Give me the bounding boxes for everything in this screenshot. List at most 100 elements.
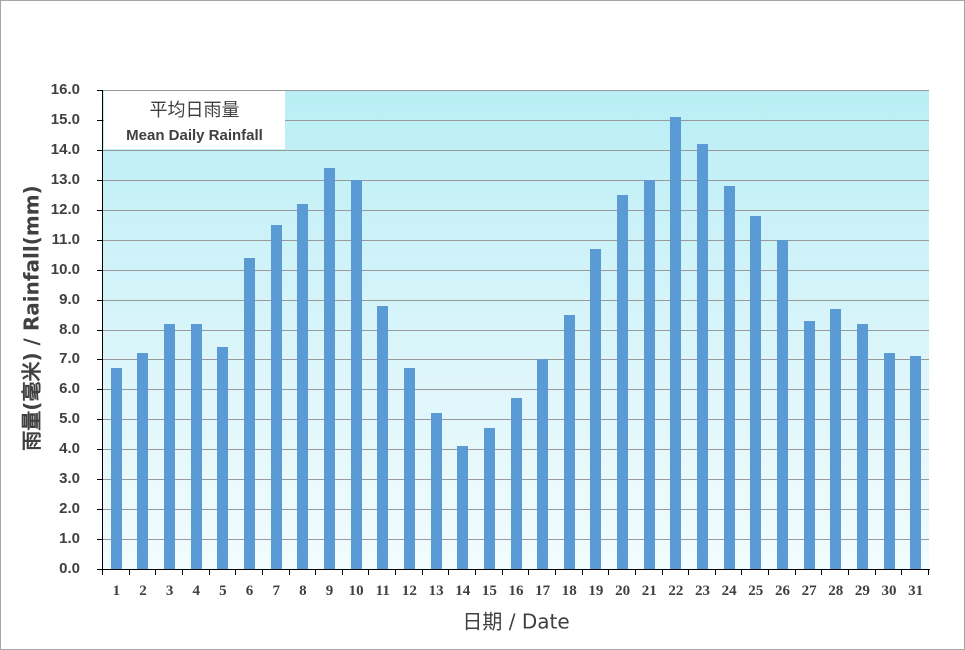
plot-area <box>103 90 929 569</box>
x-tick-label: 8 <box>299 583 307 599</box>
y-tick-label: 1.0 <box>59 530 80 548</box>
legend-title-zh: 平均日雨量 <box>149 100 240 121</box>
y-tick-label: 3.0 <box>59 470 80 488</box>
x-tick-label: 29 <box>854 583 870 599</box>
x-tick-label: 24 <box>721 583 737 599</box>
x-tick-label: 7 <box>272 583 280 599</box>
y-axis-title: 雨量(毫米) / Rainfall(mm) <box>19 185 44 451</box>
y-tick <box>97 359 102 361</box>
y-tick-label: 6.0 <box>59 380 80 398</box>
gridline <box>103 299 929 301</box>
y-tick <box>97 239 102 241</box>
legend: 平均日雨量 Mean Daily Rainfall <box>104 91 285 149</box>
bar-day-24 <box>723 185 735 569</box>
x-tick <box>768 569 770 575</box>
y-tick-label: 9.0 <box>59 290 80 308</box>
y-axis-line <box>102 90 103 570</box>
x-tick <box>554 569 556 575</box>
bar-day-1 <box>110 368 122 569</box>
x-tick-label: 31 <box>908 583 924 599</box>
bar-day-13 <box>430 413 442 569</box>
gridline <box>103 209 929 211</box>
x-tick <box>128 569 130 575</box>
x-tick <box>181 569 183 575</box>
x-tick-label: 23 <box>695 583 711 599</box>
y-tick-label: 5.0 <box>59 410 80 428</box>
x-tick <box>741 569 743 575</box>
bar-day-29 <box>856 323 868 569</box>
x-tick-label: 2 <box>139 583 147 599</box>
x-tick <box>102 569 103 575</box>
gridline <box>103 269 929 271</box>
x-tick <box>714 569 716 575</box>
x-tick-label: 27 <box>801 583 817 599</box>
y-tick <box>97 119 102 121</box>
x-tick-label: 10 <box>348 583 364 599</box>
gridline <box>103 239 929 241</box>
x-tick <box>661 569 663 575</box>
y-tick-label: 2.0 <box>59 500 80 518</box>
x-tick-label: 9 <box>325 583 334 599</box>
bar-day-8 <box>297 203 309 569</box>
x-tick <box>341 569 343 575</box>
bar-day-21 <box>643 179 655 569</box>
x-tick-label: 30 <box>881 583 897 599</box>
bar-day-18 <box>563 314 575 569</box>
x-tick <box>261 569 263 575</box>
bar-day-30 <box>883 353 895 569</box>
x-tick-label: 16 <box>508 583 524 599</box>
bar-day-15 <box>483 428 495 569</box>
x-tick-label: 11 <box>375 583 390 599</box>
y-tick <box>97 569 102 570</box>
bar-day-26 <box>776 239 788 569</box>
x-tick-label: 25 <box>748 583 764 599</box>
y-tick <box>97 449 102 451</box>
bar-day-7 <box>270 224 282 569</box>
x-tick <box>901 569 903 575</box>
x-axis-title: 日期 / Date <box>462 609 570 634</box>
x-tick <box>848 569 850 575</box>
bar-day-27 <box>803 320 815 569</box>
gridline <box>103 149 929 151</box>
x-tick-label: 26 <box>774 583 790 599</box>
x-tick <box>155 569 157 575</box>
x-tick <box>794 569 796 575</box>
gridline <box>103 179 929 181</box>
x-tick <box>608 569 610 575</box>
x-tick <box>235 569 237 575</box>
x-tick <box>395 569 397 575</box>
x-tick-label: 5 <box>219 583 227 599</box>
x-tick-label: 3 <box>165 583 174 599</box>
y-tick-label: 11.0 <box>51 230 80 248</box>
x-tick-label: 19 <box>588 583 604 599</box>
bar-day-10 <box>350 179 362 569</box>
gridline <box>103 359 929 361</box>
x-tick <box>208 569 210 575</box>
x-tick-label: 21 <box>641 583 657 599</box>
y-tick <box>97 479 102 481</box>
x-tick <box>581 569 583 575</box>
x-tick-label: 13 <box>428 583 444 599</box>
x-tick <box>475 569 477 575</box>
x-tick <box>821 569 823 575</box>
y-tick <box>97 269 102 271</box>
x-tick <box>634 569 636 575</box>
x-tick-label: 17 <box>535 583 551 599</box>
x-axis-line <box>102 569 930 570</box>
x-tick <box>315 569 317 575</box>
y-tick <box>97 90 102 91</box>
gridline <box>103 389 929 391</box>
y-tick <box>97 539 102 541</box>
y-tick-label: 16.0 <box>50 81 80 98</box>
x-tick <box>288 569 290 575</box>
y-tick-label: 7.0 <box>59 350 80 368</box>
gridline <box>103 329 929 331</box>
bar-day-31 <box>910 356 922 569</box>
bar-day-17 <box>537 359 549 569</box>
y-tick <box>97 419 102 421</box>
x-tick-label: 12 <box>401 583 417 599</box>
bar-day-25 <box>750 215 762 569</box>
bar-day-4 <box>190 323 202 569</box>
x-tick-label: 22 <box>668 583 684 599</box>
y-tick <box>97 299 102 301</box>
